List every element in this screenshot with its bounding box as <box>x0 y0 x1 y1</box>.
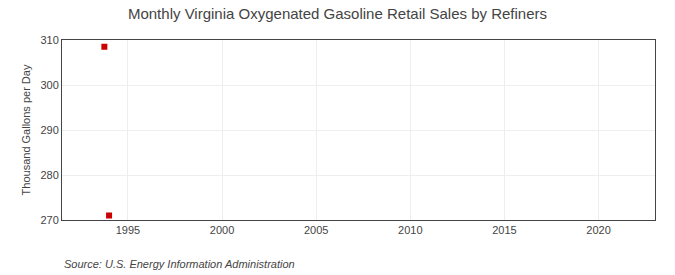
svg-text:2010: 2010 <box>398 224 422 236</box>
svg-text:280: 280 <box>40 169 58 181</box>
svg-text:1995: 1995 <box>116 224 140 236</box>
svg-text:2015: 2015 <box>492 224 516 236</box>
svg-text:270: 270 <box>40 214 58 226</box>
svg-text:2000: 2000 <box>210 224 234 236</box>
svg-text:Monthly Virginia Oxygenated Ga: Monthly Virginia Oxygenated Gasoline Ret… <box>128 5 547 22</box>
svg-text:2020: 2020 <box>586 224 610 236</box>
svg-text:2005: 2005 <box>304 224 328 236</box>
svg-text:Thousand Gallons per Day: Thousand Gallons per Day <box>20 64 32 195</box>
svg-text:Source: U.S. Energy Informatio: Source: U.S. Energy Information Administ… <box>64 258 295 270</box>
svg-text:300: 300 <box>40 79 58 91</box>
svg-text:310: 310 <box>40 34 58 46</box>
svg-text:290: 290 <box>40 124 58 136</box>
